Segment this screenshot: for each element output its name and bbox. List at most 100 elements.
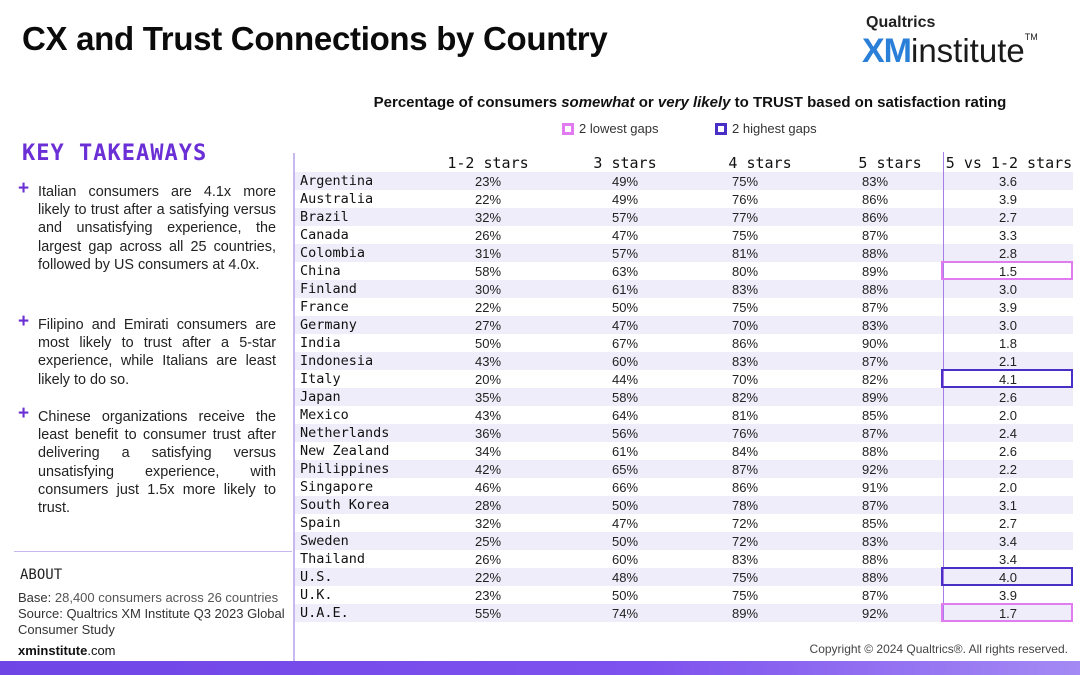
country-label: Sweden: [300, 533, 349, 549]
cell-s4: 83%: [731, 354, 759, 369]
table-row: Italy 20% 44% 70% 82% 4.1: [295, 370, 1073, 388]
cell-s5: 87%: [861, 354, 889, 369]
plus-icon: +: [18, 311, 30, 332]
country-label: Spain: [300, 515, 341, 531]
cell-s5: 89%: [861, 390, 889, 405]
cell-s12: 30%: [474, 282, 502, 297]
column-header: 1-2 stars: [447, 154, 529, 172]
country-label: Netherlands: [300, 425, 390, 441]
cell-ratio: 2.0: [998, 480, 1018, 495]
table-row: U.S. 22% 48% 75% 88% 4.0: [295, 568, 1073, 586]
country-label: Thailand: [300, 551, 366, 567]
column-header: 5 stars: [858, 154, 922, 172]
cell-s12: 43%: [474, 408, 502, 423]
highest-gap-highlight: [941, 369, 1073, 388]
cell-s5: 87%: [861, 588, 889, 603]
column-header: 4 stars: [728, 154, 792, 172]
country-label: Mexico: [300, 407, 349, 423]
table-row: Germany 27% 47% 70% 83% 3.0: [295, 316, 1073, 334]
cell-s12: 32%: [474, 210, 502, 225]
brand-xm: XM: [862, 32, 912, 70]
legend-lowest-swatch: [562, 122, 574, 135]
table-row: India 50% 67% 86% 90% 1.8: [295, 334, 1073, 352]
takeaway-1: + Italian consumers are 4.1x more likely…: [18, 179, 276, 274]
cell-s12: 55%: [474, 606, 502, 621]
cell-s3: 47%: [611, 228, 639, 243]
about-source: Source: Qualtrics XM Institute Q3 2023 G…: [18, 606, 298, 638]
cell-s4: 76%: [731, 192, 759, 207]
cell-s3: 57%: [611, 246, 639, 261]
cell-s4: 76%: [731, 426, 759, 441]
cell-s3: 60%: [611, 354, 639, 369]
highest-gap-highlight: [941, 567, 1073, 586]
cell-s4: 86%: [731, 336, 759, 351]
chart-title-mid: or: [634, 94, 658, 111]
chart-title-suffix: to TRUST based on satisfaction rating: [730, 94, 1007, 111]
footer-bar: [0, 661, 1080, 675]
chart-title: Percentage of consumers somewhat or very…: [300, 94, 1080, 111]
takeaway-text: Filipino and Emirati consumers are most …: [38, 317, 276, 388]
table-row: Netherlands 36% 56% 76% 87% 2.4: [295, 424, 1073, 442]
cell-s3: 60%: [611, 552, 639, 567]
cell-ratio: 1.7: [998, 606, 1018, 621]
country-label: Argentina: [300, 173, 374, 189]
cell-s3: 66%: [611, 480, 639, 495]
lowest-gap-highlight: [941, 261, 1073, 280]
cell-s12: 22%: [474, 570, 502, 585]
country-label: Brazil: [300, 209, 349, 225]
cell-s5: 88%: [861, 570, 889, 585]
site-bold: xminstitute: [18, 643, 88, 658]
cell-s3: 65%: [611, 462, 639, 477]
legend-highest: 2 highest gaps: [715, 121, 817, 136]
cell-ratio: 2.0: [998, 408, 1018, 423]
cell-ratio: 3.9: [998, 588, 1018, 603]
table-row: China 58% 63% 80% 89% 1.5: [295, 262, 1073, 280]
cell-s4: 83%: [731, 282, 759, 297]
cell-ratio: 4.0: [998, 570, 1018, 585]
about-base-label: Base:: [18, 590, 52, 605]
cell-ratio: 3.0: [998, 318, 1018, 333]
cell-s3: 50%: [611, 300, 639, 315]
country-label: India: [300, 335, 341, 351]
cell-s3: 58%: [611, 390, 639, 405]
cell-ratio: 3.4: [998, 552, 1018, 567]
takeaway-text: Italian consumers are 4.1x more likely t…: [38, 184, 276, 273]
panel-divider: [293, 153, 295, 663]
cell-s12: 43%: [474, 354, 502, 369]
cell-s5: 86%: [861, 210, 889, 225]
table-row: Brazil 32% 57% 77% 86% 2.7: [295, 208, 1073, 226]
cell-s12: 42%: [474, 462, 502, 477]
cell-s12: 28%: [474, 498, 502, 513]
takeaway-text: Chinese organizations receive the least …: [38, 409, 276, 517]
country-label: Australia: [300, 191, 374, 207]
cell-s12: 58%: [474, 264, 502, 279]
cell-s3: 50%: [611, 588, 639, 603]
cell-s12: 34%: [474, 444, 502, 459]
cell-s12: 23%: [474, 588, 502, 603]
cell-s4: 70%: [731, 372, 759, 387]
country-label: Colombia: [300, 245, 366, 261]
site-link[interactable]: xminstitute.com: [18, 643, 116, 658]
country-label: Italy: [300, 371, 341, 387]
cell-s5: 86%: [861, 192, 889, 207]
cell-s12: 31%: [474, 246, 502, 261]
country-label: Philippines: [300, 461, 390, 477]
cell-s4: 89%: [731, 606, 759, 621]
cell-s12: 32%: [474, 516, 502, 531]
copyright: Copyright © 2024 Qualtrics®. All rights …: [809, 642, 1068, 656]
table-row: Thailand 26% 60% 83% 88% 3.4: [295, 550, 1073, 568]
table-row: Spain 32% 47% 72% 85% 2.7: [295, 514, 1073, 532]
cell-s3: 57%: [611, 210, 639, 225]
cell-ratio: 3.1: [998, 498, 1018, 513]
cell-ratio: 3.6: [998, 174, 1018, 189]
cell-s4: 81%: [731, 408, 759, 423]
country-label: Indonesia: [300, 353, 374, 369]
cell-s4: 81%: [731, 246, 759, 261]
cell-s5: 88%: [861, 282, 889, 297]
table-row: U.A.E. 55% 74% 89% 92% 1.7: [295, 604, 1073, 622]
cell-s4: 75%: [731, 228, 759, 243]
cell-s3: 48%: [611, 570, 639, 585]
country-label: China: [300, 263, 341, 279]
cell-s12: 22%: [474, 192, 502, 207]
cell-s3: 67%: [611, 336, 639, 351]
